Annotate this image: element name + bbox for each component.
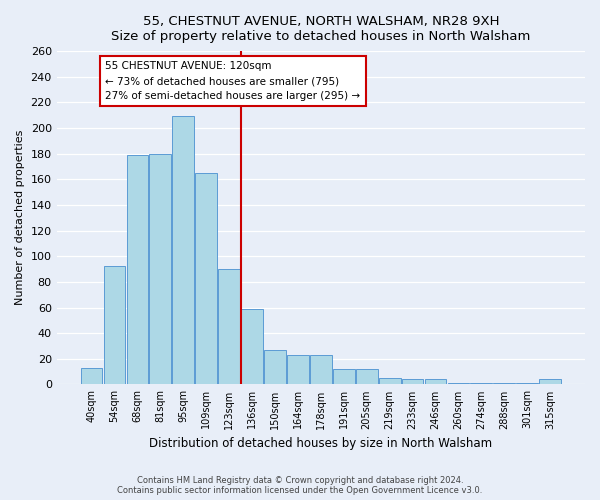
Bar xyxy=(470,383,492,384)
Bar xyxy=(264,350,286,384)
Y-axis label: Number of detached properties: Number of detached properties xyxy=(15,130,25,306)
Bar xyxy=(333,369,355,384)
Bar xyxy=(379,378,401,384)
X-axis label: Distribution of detached houses by size in North Walsham: Distribution of detached houses by size … xyxy=(149,437,493,450)
Bar xyxy=(80,368,103,384)
Bar xyxy=(516,383,538,384)
Bar xyxy=(448,383,469,384)
Text: 55 CHESTNUT AVENUE: 120sqm
← 73% of detached houses are smaller (795)
27% of sem: 55 CHESTNUT AVENUE: 120sqm ← 73% of deta… xyxy=(106,62,361,101)
Bar xyxy=(539,380,561,384)
Title: 55, CHESTNUT AVENUE, NORTH WALSHAM, NR28 9XH
Size of property relative to detach: 55, CHESTNUT AVENUE, NORTH WALSHAM, NR28… xyxy=(111,15,530,43)
Bar xyxy=(287,355,309,384)
Bar xyxy=(401,380,424,384)
Bar xyxy=(310,355,332,384)
Bar xyxy=(493,383,515,384)
Bar xyxy=(356,369,377,384)
Bar xyxy=(218,269,240,384)
Bar xyxy=(241,309,263,384)
Bar xyxy=(196,173,217,384)
Bar xyxy=(425,380,446,384)
Bar xyxy=(104,266,125,384)
Bar xyxy=(149,154,171,384)
Bar xyxy=(127,155,148,384)
Bar xyxy=(172,116,194,384)
Text: Contains HM Land Registry data © Crown copyright and database right 2024.
Contai: Contains HM Land Registry data © Crown c… xyxy=(118,476,482,495)
